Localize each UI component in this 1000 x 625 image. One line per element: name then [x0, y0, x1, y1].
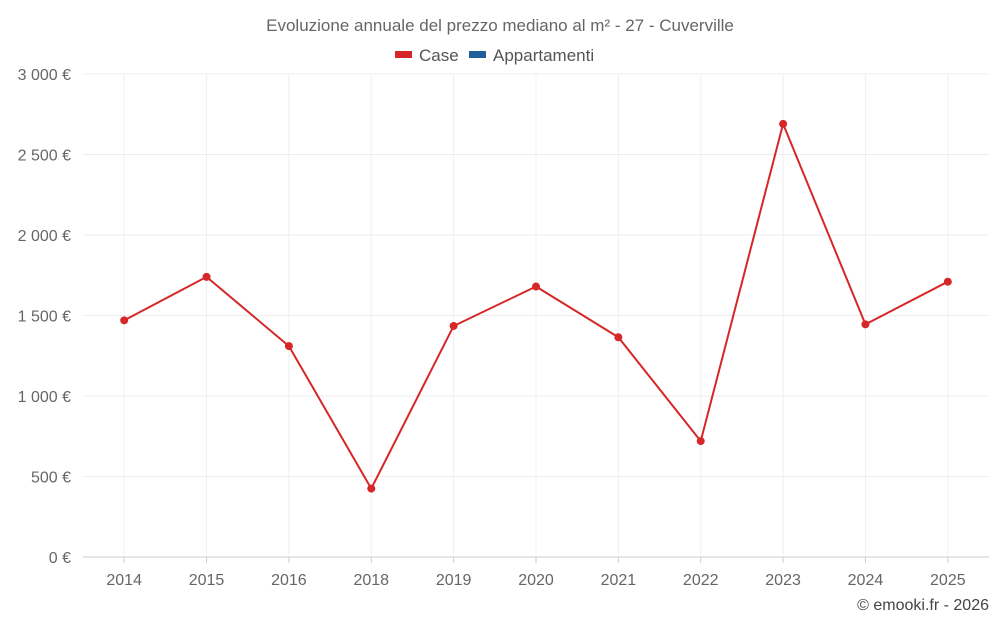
y-axis: 0 € 500 € 1 000 € 1 500 € 2 000 € 2 500 € 3 00…	[18, 67, 71, 567]
credit-text: © emooki.fr - 2026	[857, 597, 989, 614]
x-tick-label: 2019	[436, 572, 472, 589]
legend-swatch-case	[395, 51, 412, 58]
data-point[interactable]	[202, 272, 211, 281]
x-tick-label: 2024	[848, 572, 884, 589]
data-point[interactable]	[861, 320, 870, 329]
grid	[83, 73, 989, 558]
data-point[interactable]	[367, 484, 376, 493]
x-tick-label: 2014	[106, 572, 142, 589]
data-point[interactable]	[943, 277, 952, 286]
data-point[interactable]	[449, 321, 458, 330]
series-layer	[120, 119, 952, 493]
data-point[interactable]	[779, 119, 788, 128]
x-tick-label: 2025	[930, 572, 966, 589]
y-tick-label: 1 500 €	[18, 309, 71, 326]
x-tick-label: 2018	[353, 572, 389, 589]
x-tick-label: 2022	[683, 572, 719, 589]
data-point[interactable]	[120, 316, 129, 325]
legend-item-appartamenti[interactable]: Appartamenti	[469, 46, 594, 65]
legend-swatch-appartamenti	[469, 51, 486, 58]
x-tick-label: 2021	[601, 572, 637, 589]
data-point[interactable]	[284, 342, 293, 351]
y-tick-label: 0 €	[49, 550, 71, 567]
y-tick-label: 2 500 €	[18, 148, 71, 165]
y-tick-label: 3 000 €	[18, 67, 71, 84]
x-tick-label: 2023	[765, 572, 801, 589]
data-point[interactable]	[532, 282, 540, 291]
data-point[interactable]	[614, 333, 623, 342]
data-point[interactable]	[696, 437, 705, 446]
legend: Case Appartamenti	[395, 46, 594, 65]
legend-item-case[interactable]: Case	[395, 46, 459, 65]
y-tick-label: 1 000 €	[18, 389, 71, 406]
x-tick-label: 2015	[189, 572, 225, 589]
y-tick-label: 500 €	[31, 470, 71, 487]
chart-title: Evoluzione annuale del prezzo mediano al…	[266, 16, 734, 35]
x-axis: 2014 2015 2016 2018 2019 2020 2021 2022 2023 2024…	[106, 557, 966, 589]
legend-label-case: Case	[419, 46, 459, 65]
x-tick-label: 2016	[271, 572, 307, 589]
x-tick-label: 2020	[518, 572, 554, 589]
legend-label-appartamenti: Appartamenti	[493, 46, 594, 65]
y-tick-label: 2 000 €	[18, 228, 71, 245]
